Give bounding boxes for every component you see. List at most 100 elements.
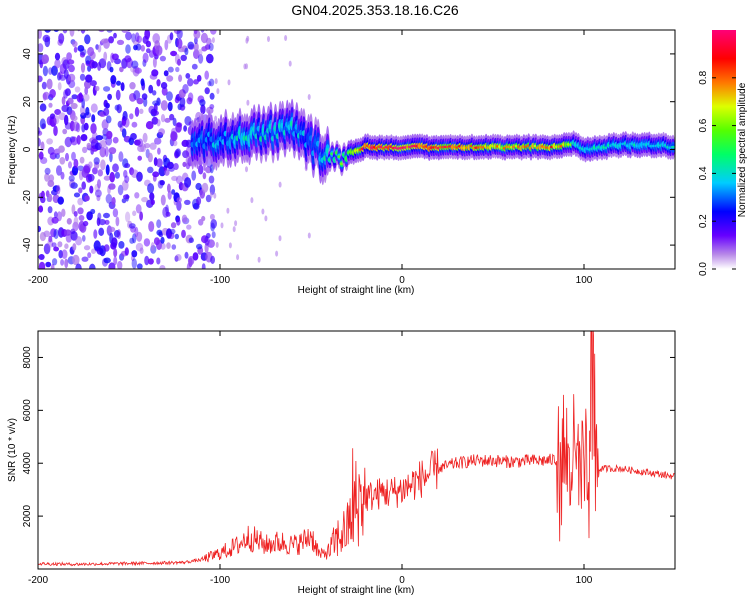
- snr-panel: -200 -100 0 100 2000 4000 6000 8000 Height of …: [7, 330, 676, 596]
- noise-blob: [94, 85, 100, 92]
- noise-speck: [307, 232, 311, 239]
- noise-blob: [140, 78, 145, 87]
- x-tick-label: -200: [28, 575, 48, 586]
- noise-speck: [246, 99, 250, 106]
- noise-blob: [131, 121, 138, 128]
- noise-blob: [156, 257, 161, 265]
- noise-blob: [82, 146, 88, 154]
- noise-blob: [204, 70, 209, 80]
- noise-blob: [65, 234, 72, 243]
- noise-speck: [288, 60, 292, 67]
- noise-blob: [209, 164, 214, 174]
- noise-blob: [97, 44, 102, 53]
- noise-speck: [275, 250, 279, 257]
- noise-blob: [209, 213, 215, 220]
- noise-blob: [70, 102, 78, 110]
- noise-blob: [97, 212, 102, 221]
- noise-blob: [75, 122, 81, 133]
- colorbar: 0.0 0.2 0.4 0.6 0.8 Normalized spectral ampl…: [698, 30, 748, 276]
- colorbar-tick-label: 0.6: [698, 118, 709, 132]
- noise-speck: [215, 241, 219, 248]
- noise-blob: [48, 193, 53, 203]
- noise-blob: [53, 125, 58, 137]
- noise-blob: [149, 192, 155, 201]
- noise-blob: [85, 74, 93, 83]
- noise-blob: [95, 135, 104, 141]
- snr-frame: [37, 330, 676, 570]
- noise-blob: [104, 146, 109, 158]
- noise-blob: [61, 96, 66, 106]
- noise-blob: [152, 33, 160, 44]
- noise-blob: [156, 158, 163, 168]
- noise-blob: [183, 125, 188, 132]
- x-tick-label: 100: [576, 575, 593, 586]
- noise-blob: [41, 81, 47, 90]
- noise-speck: [245, 63, 248, 70]
- noise-blob: [87, 173, 95, 182]
- noise-blob: [109, 151, 113, 163]
- spectrogram-x-axis: -200 -100 0 100: [28, 30, 593, 286]
- noise-blob: [106, 30, 113, 33]
- noise-blob: [176, 38, 183, 49]
- noise-blob: [124, 175, 130, 184]
- noise-blob: [206, 53, 214, 64]
- colorbar-tick-label: 0.0: [698, 262, 709, 276]
- noise-blob: [111, 53, 119, 61]
- noise-blob: [180, 54, 187, 62]
- noise-blob: [131, 258, 137, 269]
- noise-speck: [278, 235, 282, 242]
- noise-blob: [62, 128, 68, 135]
- noise-blob: [165, 211, 171, 217]
- noise-blob: [155, 45, 163, 56]
- noise-blob: [117, 184, 124, 196]
- noise-blob: [191, 63, 198, 70]
- noise-blob: [44, 167, 51, 175]
- noise-blob: [38, 43, 44, 53]
- noise-blob: [98, 227, 105, 236]
- noise-blob: [184, 47, 189, 56]
- noise-blob: [83, 245, 91, 251]
- noise-blob: [114, 171, 120, 179]
- noise-blob: [197, 49, 203, 56]
- noise-blob: [159, 55, 166, 62]
- noise-blob: [128, 223, 136, 229]
- noise-blob: [201, 215, 206, 222]
- noise-blob: [139, 211, 144, 221]
- noise-blob: [53, 246, 59, 252]
- noise-blob: [188, 237, 194, 243]
- noise-blob: [40, 141, 45, 151]
- noise-blob: [187, 78, 194, 87]
- noise-blob: [161, 86, 168, 96]
- noise-speck: [284, 35, 288, 41]
- noise-blob: [160, 100, 168, 111]
- noise-blob: [156, 229, 163, 236]
- noise-blob: [90, 208, 96, 215]
- x-tick-label: 100: [576, 275, 593, 286]
- noise-blob: [137, 155, 142, 161]
- noise-blob: [40, 157, 48, 164]
- noise-blob: [164, 169, 170, 176]
- noise-blob: [105, 164, 110, 176]
- noise-speck: [245, 166, 248, 173]
- noise-blob: [164, 39, 169, 51]
- noise-blob: [159, 180, 165, 186]
- noise-blob: [82, 235, 86, 242]
- noise-blob: [154, 137, 162, 145]
- noise-blob: [86, 142, 92, 149]
- noise-blob: [131, 60, 139, 69]
- noise-blob: [72, 243, 77, 251]
- noise-blob: [175, 148, 182, 157]
- noise-blob: [78, 92, 83, 102]
- noise-blob: [134, 67, 142, 74]
- noise-blob: [77, 45, 85, 52]
- noise-blob: [54, 52, 61, 61]
- noise-blob: [147, 152, 153, 163]
- noise-blob: [64, 258, 69, 269]
- noise-blob: [53, 30, 59, 32]
- noise-blob: [105, 193, 113, 204]
- noise-blob: [210, 219, 217, 229]
- noise-blob: [75, 236, 83, 246]
- noise-blob: [98, 58, 107, 69]
- noise-blob: [42, 34, 51, 43]
